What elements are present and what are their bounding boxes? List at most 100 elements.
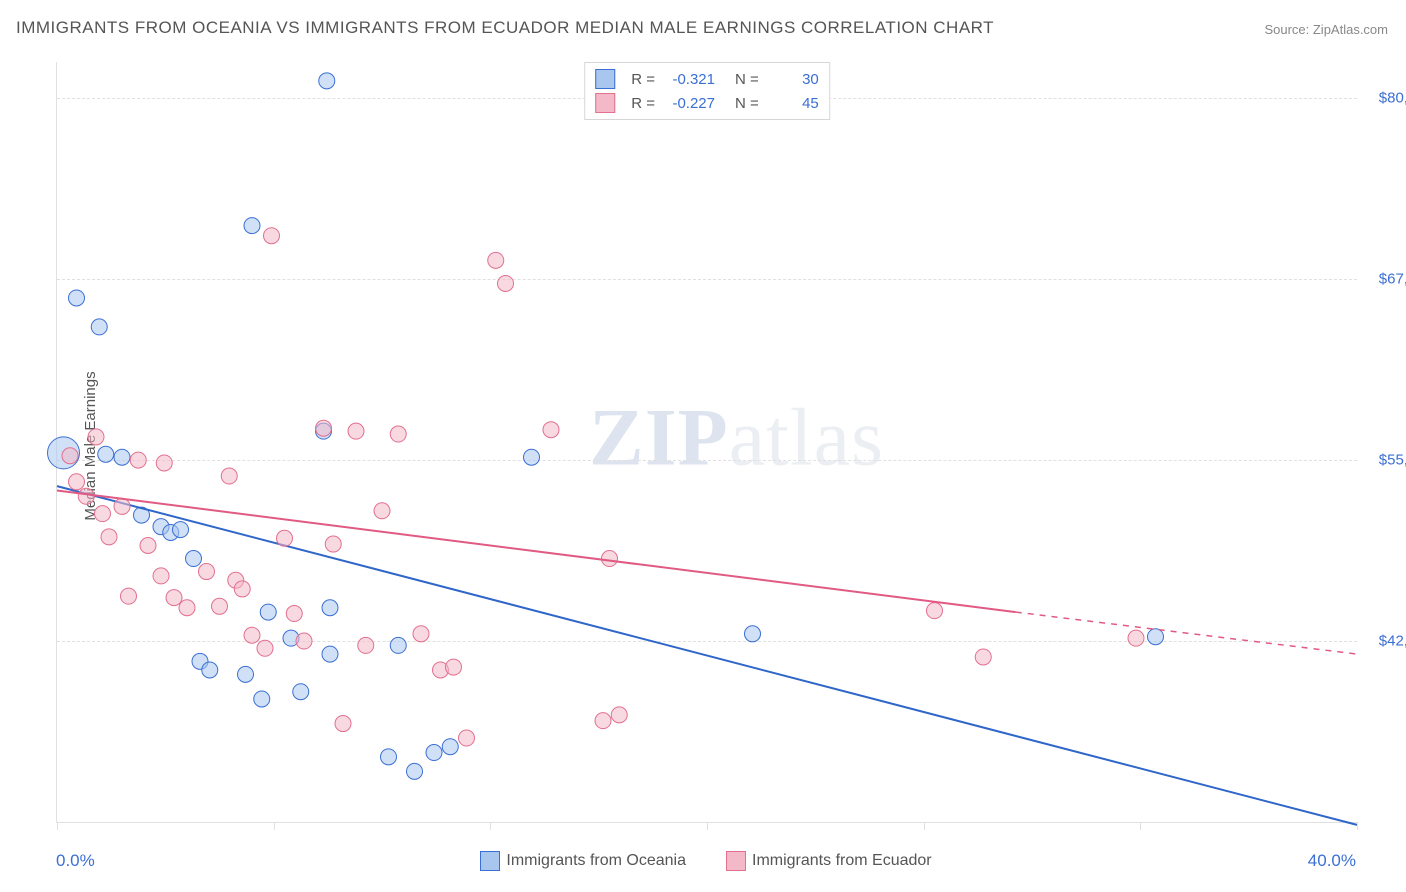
scatter-point	[88, 429, 104, 445]
series-swatch	[595, 93, 615, 113]
plot-area: ZIPatlas R =-0.321N =30R =-0.227N =45 $4…	[56, 62, 1357, 823]
series-legend-bottom: Immigrants from Oceania Immigrants from E…	[56, 851, 1356, 871]
chart-title: IMMIGRANTS FROM OCEANIA VS IMMIGRANTS FR…	[16, 18, 994, 38]
x-axis-row: 0.0% Immigrants from OceaniaImmigrants f…	[56, 846, 1356, 876]
x-tick	[1140, 822, 1141, 830]
scatter-point	[611, 707, 627, 723]
legend-item: Immigrants from Oceania	[480, 851, 686, 871]
series-swatch	[595, 69, 615, 89]
x-tick	[274, 822, 275, 830]
x-tick	[707, 822, 708, 830]
scatter-point	[335, 716, 351, 732]
scatter-point	[358, 637, 374, 653]
scatter-point	[221, 468, 237, 484]
y-tick-label: $55,000	[1363, 452, 1406, 469]
stat-n-label: N =	[735, 95, 759, 112]
scatter-point	[319, 73, 335, 89]
scatter-point	[62, 448, 78, 464]
scatter-point	[153, 568, 169, 584]
legend-label: Immigrants from Oceania	[506, 852, 686, 869]
scatter-point	[488, 252, 504, 268]
scatter-point	[381, 749, 397, 765]
stats-row: R = -0.321 N = 30	[595, 67, 819, 91]
x-tick	[1357, 822, 1358, 830]
scatter-point	[69, 474, 85, 490]
scatter-point	[745, 626, 761, 642]
scatter-point	[407, 763, 423, 779]
stat-n-label: N =	[735, 71, 759, 88]
scatter-point	[179, 600, 195, 616]
scatter-point	[244, 218, 260, 234]
scatter-point	[244, 627, 260, 643]
stat-n-value: 45	[769, 95, 819, 112]
scatter-point	[264, 228, 280, 244]
scatter-point	[322, 646, 338, 662]
scatter-point	[286, 606, 302, 622]
scatter-point	[114, 498, 130, 514]
scatter-point	[166, 590, 182, 606]
source-prefix: Source:	[1264, 22, 1312, 37]
scatter-point	[322, 600, 338, 616]
scatter-point	[426, 745, 442, 761]
stat-r-value: -0.321	[665, 71, 715, 88]
series-swatch	[726, 851, 746, 871]
scatter-point	[156, 455, 172, 471]
scatter-point	[199, 564, 215, 580]
scatter-point	[257, 640, 273, 656]
scatter-point	[602, 551, 618, 567]
scatter-point	[927, 603, 943, 619]
scatter-point	[595, 713, 611, 729]
stat-r-label: R =	[631, 71, 655, 88]
trend-line-dashed	[1016, 612, 1357, 654]
y-tick-label: $80,000	[1363, 90, 1406, 107]
scatter-point	[69, 290, 85, 306]
x-tick	[924, 822, 925, 830]
x-axis-max-label: 40.0%	[1308, 851, 1356, 871]
y-tick-label: $67,500	[1363, 271, 1406, 288]
scatter-point	[254, 691, 270, 707]
scatter-point	[975, 649, 991, 665]
scatter-point	[78, 488, 94, 504]
scatter-point	[114, 449, 130, 465]
scatter-point	[1148, 629, 1164, 645]
y-tick-label: $42,500	[1363, 633, 1406, 650]
scatter-point	[202, 662, 218, 678]
chart-svg	[57, 62, 1357, 822]
stat-r-value: -0.227	[665, 95, 715, 112]
source-link[interactable]: ZipAtlas.com	[1313, 22, 1388, 37]
scatter-point	[296, 633, 312, 649]
scatter-point	[1128, 630, 1144, 646]
scatter-point	[277, 530, 293, 546]
scatter-point	[390, 426, 406, 442]
scatter-point	[390, 637, 406, 653]
scatter-point	[212, 598, 228, 614]
stats-row: R = -0.227 N = 45	[595, 91, 819, 115]
stat-n-value: 30	[769, 71, 819, 88]
scatter-point	[95, 506, 111, 522]
scatter-point	[442, 739, 458, 755]
scatter-point	[140, 538, 156, 554]
legend-item: Immigrants from Ecuador	[726, 851, 932, 871]
scatter-point	[543, 422, 559, 438]
scatter-point	[459, 730, 475, 746]
scatter-point	[498, 275, 514, 291]
stat-r-label: R =	[631, 95, 655, 112]
x-tick	[490, 822, 491, 830]
scatter-point	[130, 452, 146, 468]
scatter-point	[348, 423, 364, 439]
scatter-point	[325, 536, 341, 552]
stats-legend-box: R = -0.321 N = 30 R = -0.227 N = 45	[584, 62, 830, 120]
scatter-point	[238, 666, 254, 682]
scatter-point	[374, 503, 390, 519]
source-attribution: Source: ZipAtlas.com	[1264, 22, 1388, 37]
scatter-point	[101, 529, 117, 545]
scatter-point	[234, 581, 250, 597]
trend-line	[57, 490, 1016, 612]
trend-line	[57, 486, 1357, 825]
scatter-point	[413, 626, 429, 642]
scatter-point	[293, 684, 309, 700]
legend-label: Immigrants from Ecuador	[752, 852, 932, 869]
scatter-point	[186, 551, 202, 567]
scatter-point	[173, 522, 189, 538]
scatter-point	[316, 420, 332, 436]
